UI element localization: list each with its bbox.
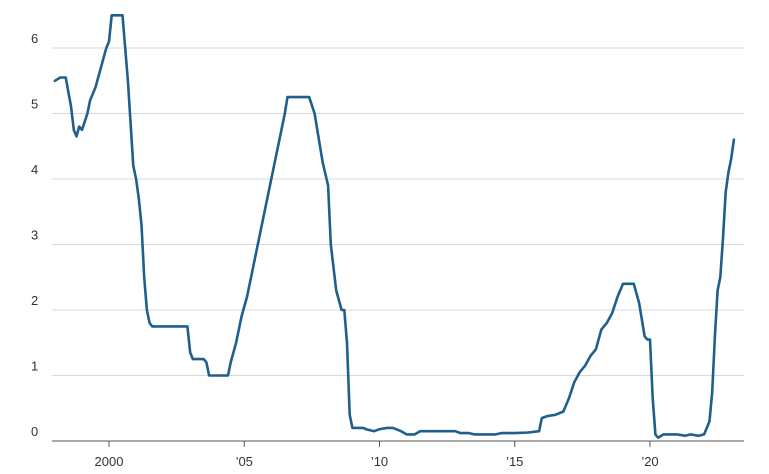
grid-lines xyxy=(52,47,744,376)
x-tick-label-2015: ’15 xyxy=(506,454,523,469)
y-tick-label-5: 5 xyxy=(31,97,38,112)
y-tick-label-3: 3 xyxy=(31,228,38,243)
x-tick-label-2005: ’05 xyxy=(236,454,253,469)
y-axis-labels: 0 1 2 3 4 5 6 xyxy=(31,31,38,439)
y-tick-label-4: 4 xyxy=(31,162,38,177)
series-layer xyxy=(53,14,736,440)
series-line-0 xyxy=(53,14,736,440)
x-tick-label-2010: ’10 xyxy=(371,454,388,469)
y-tick-label-1: 1 xyxy=(31,359,38,374)
y-tick-label-0: 0 xyxy=(31,424,38,439)
x-axis: 2000 ’05 ’10 ’15 ’20 xyxy=(52,440,744,469)
x-tick-label-2000: 2000 xyxy=(95,454,124,469)
y-tick-label-2: 2 xyxy=(31,293,38,308)
x-tick-label-2020: ’20 xyxy=(641,454,658,469)
y-tick-label-6: 6 xyxy=(31,31,38,46)
